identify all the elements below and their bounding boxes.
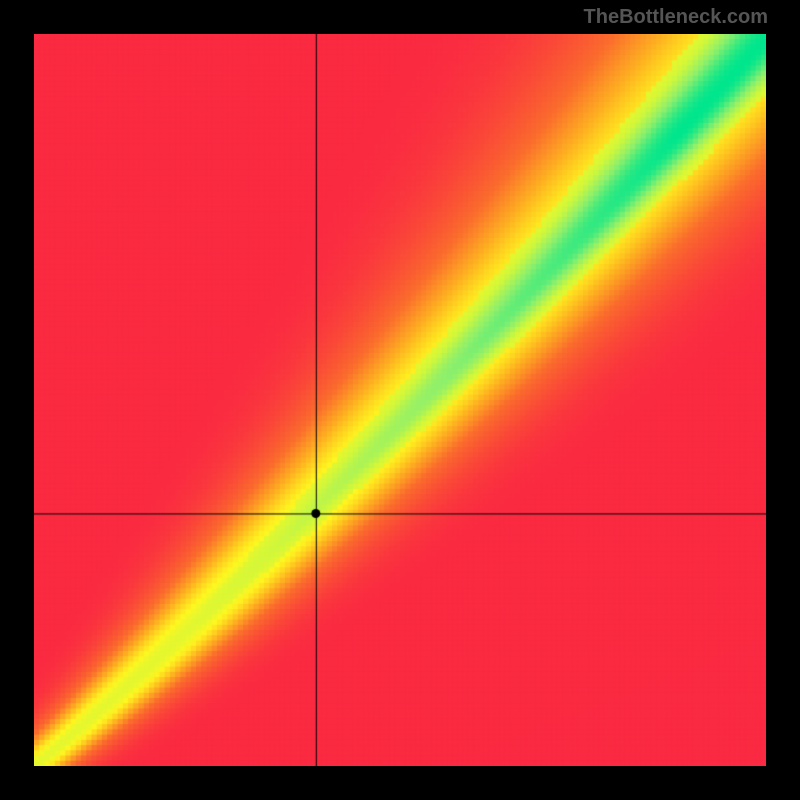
watermark-text: TheBottleneck.com (584, 6, 768, 29)
bottleneck-heatmap-chart (34, 34, 766, 766)
heatmap-canvas (34, 34, 766, 766)
